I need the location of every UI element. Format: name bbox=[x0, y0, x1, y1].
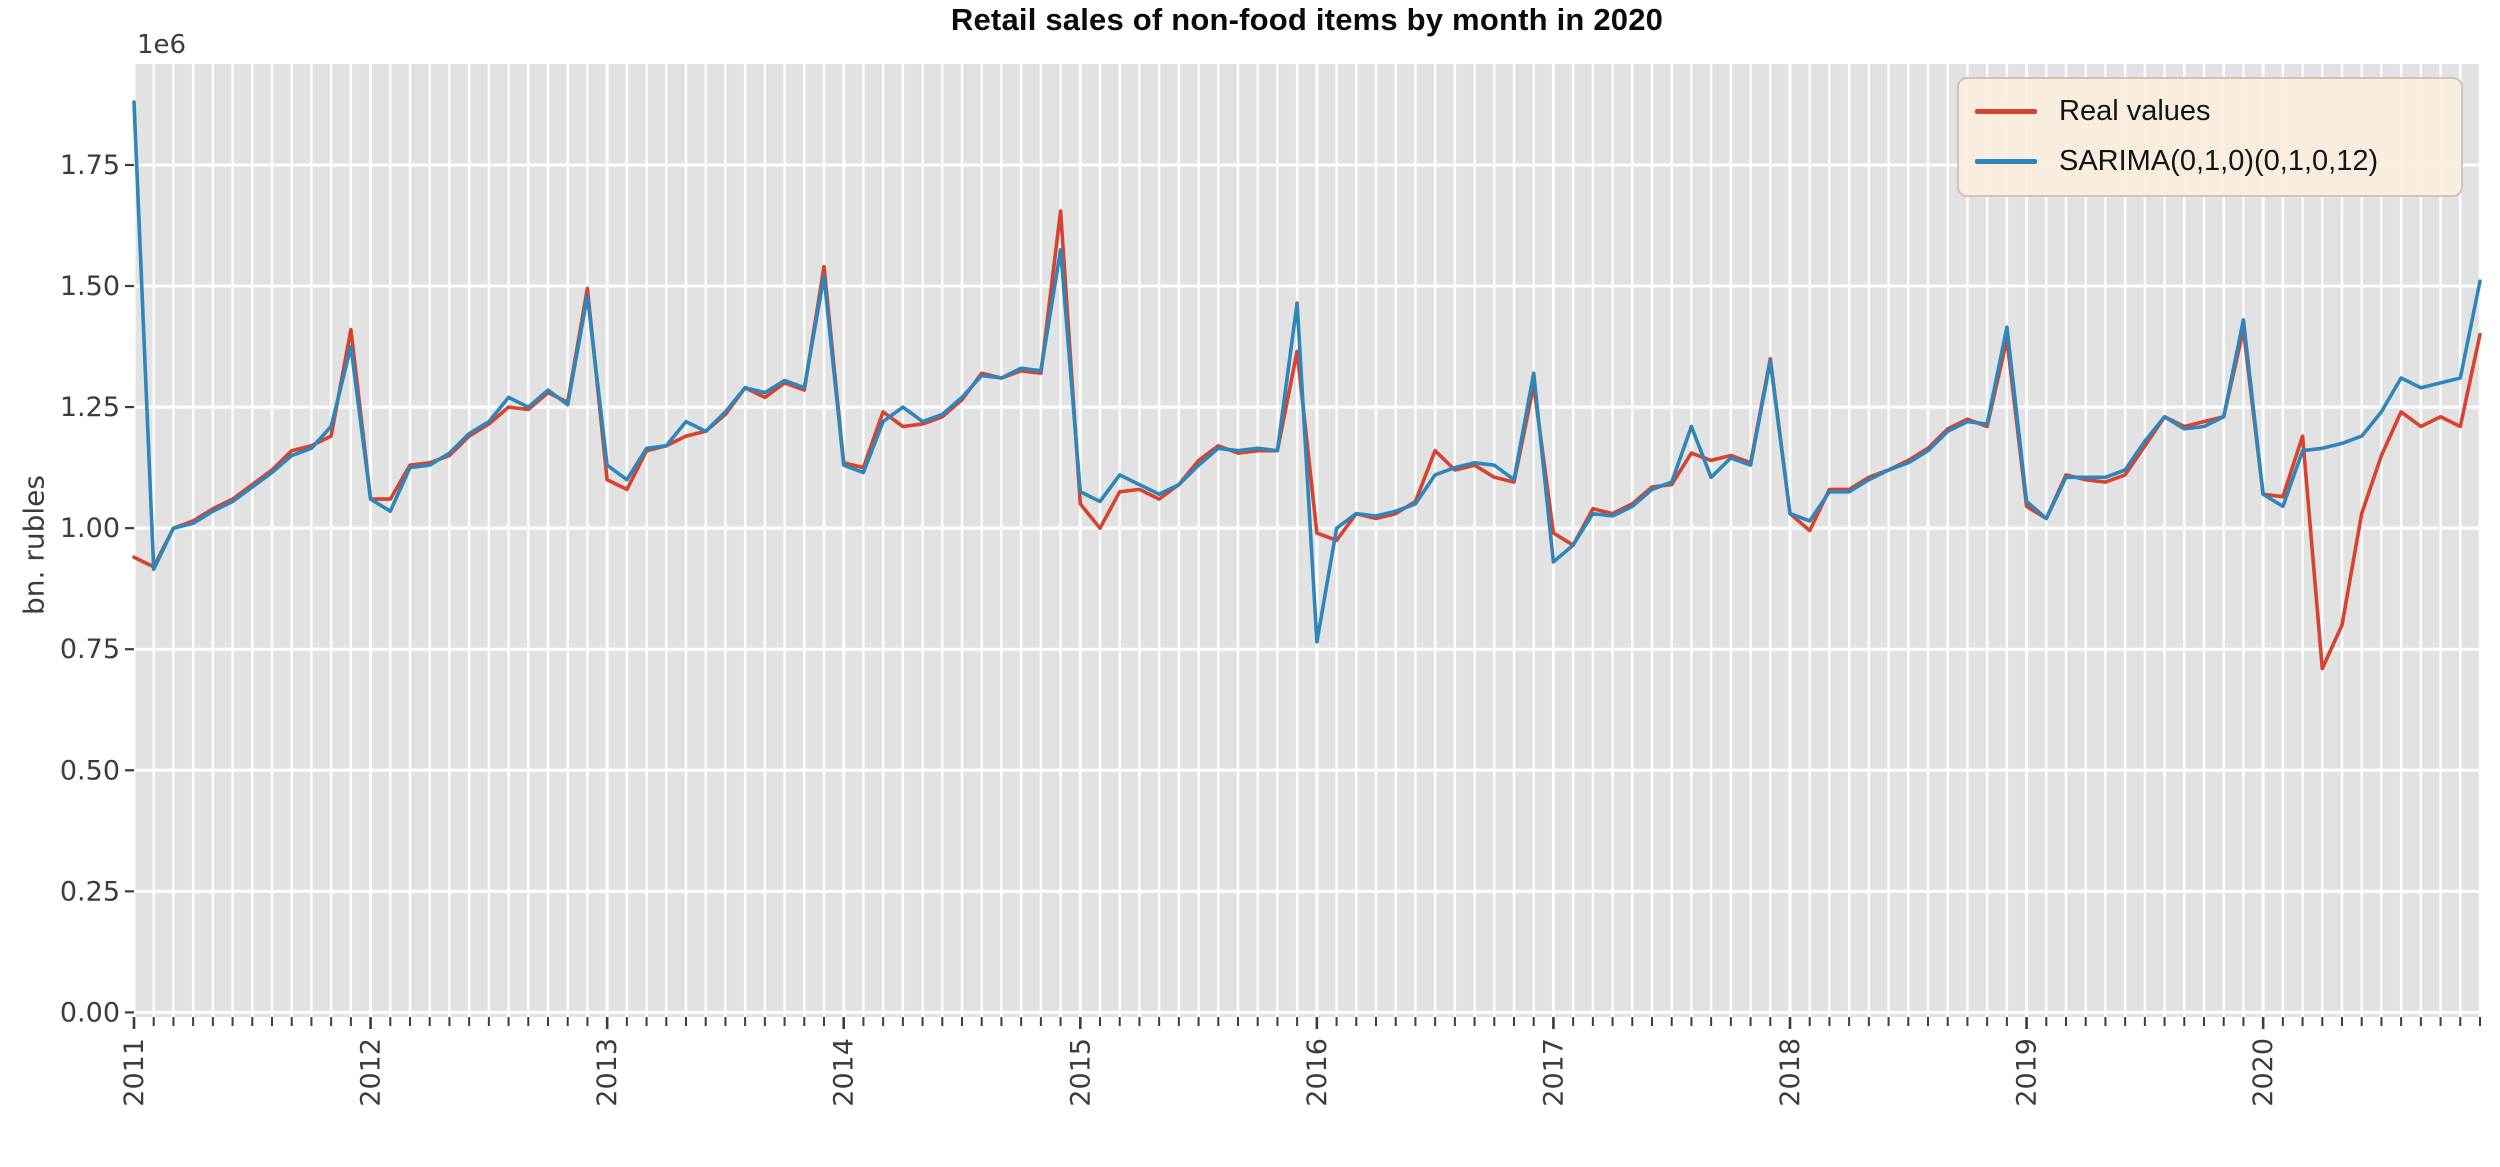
x-tick-label: 2012 bbox=[356, 1038, 387, 1107]
y-tick-label: 0.50 bbox=[60, 755, 120, 786]
y-tick-label: 0.00 bbox=[60, 997, 120, 1028]
legend: Real values SARIMA(0,1,0)(0,1,0,12) bbox=[1957, 77, 2463, 197]
x-tick-label: 2011 bbox=[119, 1038, 150, 1107]
legend-swatch-sarima bbox=[1975, 158, 2037, 164]
x-tick-label: 2015 bbox=[1065, 1038, 1096, 1107]
x-tick-label: 2019 bbox=[2012, 1038, 2043, 1107]
y-tick-label: 0.25 bbox=[60, 876, 120, 907]
axes-background bbox=[134, 64, 2480, 1017]
x-tick-label: 2017 bbox=[1538, 1038, 1569, 1107]
legend-swatch-real-values bbox=[1975, 108, 2037, 114]
x-tick-label: 2014 bbox=[829, 1038, 860, 1107]
legend-item: SARIMA(0,1,0)(0,1,0,12) bbox=[1975, 139, 2443, 183]
x-tick-label: 2013 bbox=[592, 1038, 623, 1107]
y-tick-label: 1.00 bbox=[60, 513, 120, 544]
x-tick-label: 2016 bbox=[1302, 1038, 1333, 1107]
chart-title: Retail sales of non-food items by month … bbox=[950, 2, 1664, 37]
legend-label: SARIMA(0,1,0)(0,1,0,12) bbox=[2059, 144, 2379, 177]
y-tick-label: 0.75 bbox=[60, 634, 120, 665]
y-axis-offset-label: 1e6 bbox=[137, 30, 187, 60]
legend-item: Real values bbox=[1975, 89, 2443, 133]
series-line-sarima-0-1-0-0-1-0-12 bbox=[132, 100, 2482, 644]
y-tick-label: 1.25 bbox=[60, 392, 120, 423]
x-tick-label: 2018 bbox=[1775, 1038, 1806, 1107]
legend-label: Real values bbox=[2059, 94, 2211, 127]
y-tick-label: 1.50 bbox=[60, 271, 120, 302]
x-tick-label: 2020 bbox=[2248, 1038, 2279, 1107]
y-tick-label: 1.75 bbox=[60, 150, 120, 181]
y-axis-label: bn. rubles bbox=[17, 475, 51, 615]
